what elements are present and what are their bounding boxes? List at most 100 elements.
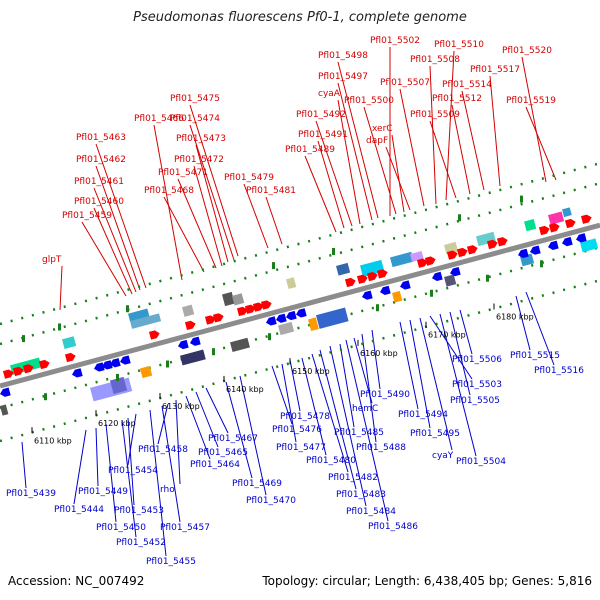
reverse-gene-label[interactable]: Pfl01_5469 xyxy=(232,479,282,489)
forward-gene-label[interactable]: Pfl01_5497 xyxy=(318,72,368,82)
reverse-gene-label[interactable]: Pfl01_5483 xyxy=(336,490,386,500)
forward-gene-label[interactable]: cyaA xyxy=(318,89,341,99)
forward-gene-label[interactable]: Pfl01_5520 xyxy=(502,46,552,56)
forward-gene-label[interactable]: Pfl01_5479 xyxy=(224,173,274,183)
reverse-gene-label[interactable]: cyaY xyxy=(432,451,454,461)
strand-mark xyxy=(212,348,215,356)
leader-line xyxy=(439,313,477,457)
reverse-gene-label[interactable]: Pfl01_5476 xyxy=(272,425,322,435)
forward-gene-label[interactable]: Pfl01_5472 xyxy=(174,155,224,165)
forward-gene-label[interactable]: dapF xyxy=(366,136,388,146)
reverse-gene-label[interactable]: Pfl01_5503 xyxy=(452,380,502,390)
reverse-gene-label[interactable]: Pfl01_5458 xyxy=(138,445,188,455)
leader-line xyxy=(95,427,99,487)
forward-gene-label[interactable]: Pfl01_5460 xyxy=(74,197,124,207)
reverse-gene-label[interactable]: Pfl01_5480 xyxy=(306,456,356,466)
reverse-gene-label[interactable]: Pfl01_5504 xyxy=(456,457,506,467)
reverse-gene-label[interactable]: Pfl01_5515 xyxy=(510,351,560,361)
reverse-gene-label[interactable]: Pfl01_5478 xyxy=(280,412,330,422)
forward-gene-label[interactable]: Pfl01_5492 xyxy=(296,110,346,120)
forward-gene-label[interactable]: Pfl01_5481 xyxy=(246,186,296,196)
genome-summary: Topology: circular; Length: 6,438,405 bp… xyxy=(262,574,592,588)
forward-gene-label[interactable]: Pfl01_5473 xyxy=(176,134,226,144)
gene-block xyxy=(222,291,235,307)
forward-gene-label[interactable]: Pfl01_5517 xyxy=(470,65,520,75)
guide-line xyxy=(0,245,600,410)
gene-block xyxy=(444,241,459,255)
reverse-gene-label[interactable]: Pfl01_5506 xyxy=(452,355,502,365)
leader-line xyxy=(161,405,181,523)
forward-gene-label[interactable]: Pfl01_5498 xyxy=(318,51,368,61)
reverse-gene-arrow xyxy=(110,358,121,368)
reverse-gene-label[interactable]: Pfl01_5453 xyxy=(114,506,164,516)
forward-gene-label[interactable]: Pfl01_5491 xyxy=(298,130,348,140)
reverse-gene-label[interactable]: rho xyxy=(160,485,175,495)
reverse-gene-label[interactable]: Pfl01_5452 xyxy=(116,538,166,548)
reverse-gene-label[interactable]: Pfl01_5444 xyxy=(54,505,104,515)
reverse-gene-label[interactable]: Pfl01_5482 xyxy=(328,473,378,483)
reverse-gene-label[interactable]: Pfl01_5505 xyxy=(450,396,500,406)
leader-line xyxy=(385,146,411,211)
reverse-gene-arrow xyxy=(178,339,189,350)
leader-line xyxy=(451,104,471,195)
reverse-gene-arrow xyxy=(562,236,573,247)
leader-line xyxy=(93,187,137,293)
leader-line xyxy=(175,399,181,485)
reverse-gene-label[interactable]: Pfl01_5516 xyxy=(534,366,584,376)
reverse-gene-label[interactable]: Pfl01_5464 xyxy=(190,460,240,470)
forward-gene-label[interactable]: xerC xyxy=(372,124,393,134)
forward-gene-label[interactable]: Pfl01_5489 xyxy=(285,145,335,155)
reverse-gene-label[interactable]: Pfl01_5486 xyxy=(368,522,418,532)
forward-gene-label[interactable]: Pfl01_5462 xyxy=(76,155,126,165)
reverse-gene-label[interactable]: Pfl01_5450 xyxy=(96,523,146,533)
reverse-gene-label[interactable]: Pfl01_5495 xyxy=(410,429,460,439)
reverse-gene-label[interactable]: Pfl01_5490 xyxy=(360,390,410,400)
forward-gene-label[interactable]: Pfl01_5500 xyxy=(344,96,394,106)
forward-gene-label[interactable]: Pfl01_5468 xyxy=(144,186,194,196)
forward-gene-arrow xyxy=(416,258,428,268)
forward-gene-label[interactable]: Pfl01_5463 xyxy=(76,133,126,143)
forward-gene-label[interactable]: Pfl01_5508 xyxy=(410,55,460,65)
reverse-gene-arrow xyxy=(0,387,11,397)
leader-line xyxy=(193,165,223,267)
forward-gene-label[interactable]: glpT xyxy=(42,255,62,265)
guide-line xyxy=(0,278,600,443)
forward-gene-label[interactable]: Pfl01_5475 xyxy=(170,94,220,104)
reverse-gene-label[interactable]: Pfl01_5457 xyxy=(160,523,210,533)
reverse-gene-label[interactable]: Pfl01_5454 xyxy=(108,466,158,476)
reverse-gene-label[interactable]: Pfl01_5470 xyxy=(246,496,296,506)
gene-block xyxy=(336,262,351,276)
reverse-gene-label[interactable]: Pfl01_5485 xyxy=(334,428,384,438)
leader-line xyxy=(127,417,135,506)
reverse-gene-arrow xyxy=(362,290,373,300)
forward-gene-label[interactable]: Pfl01_5514 xyxy=(442,80,492,90)
leader-line xyxy=(177,178,217,269)
forward-gene-label[interactable]: Pfl01_5510 xyxy=(434,40,484,50)
forward-gene-label[interactable]: Pfl01_5474 xyxy=(170,114,220,124)
forward-gene-label[interactable]: Pfl01_5512 xyxy=(432,94,482,104)
reverse-gene-label[interactable]: Pfl01_5465 xyxy=(198,448,248,458)
forward-gene-label[interactable]: Pfl01_5507 xyxy=(380,78,430,88)
forward-gene-label[interactable]: Pfl01_5502 xyxy=(370,36,420,46)
forward-gene-label[interactable]: Pfl01_5466 xyxy=(134,114,184,124)
forward-gene-label[interactable]: Pfl01_5459 xyxy=(62,211,112,221)
reverse-gene-label[interactable]: Pfl01_5449 xyxy=(78,487,128,497)
forward-gene-label[interactable]: Pfl01_5461 xyxy=(74,177,124,187)
forward-gene-arrow xyxy=(184,320,196,331)
reverse-gene-label[interactable]: Pfl01_5484 xyxy=(346,507,396,517)
forward-gene-label[interactable]: Pfl01_5509 xyxy=(410,110,460,120)
reverse-gene-label[interactable]: Pfl01_5439 xyxy=(6,489,56,499)
leader-line xyxy=(127,413,137,466)
reverse-gene-label[interactable]: Pfl01_5455 xyxy=(146,557,196,567)
reverse-gene-label[interactable]: Pfl01_5488 xyxy=(356,443,406,453)
gene-block xyxy=(180,349,206,366)
reverse-gene-label[interactable]: Pfl01_5467 xyxy=(208,434,258,444)
leader-line xyxy=(205,387,229,434)
forward-gene-label[interactable]: Pfl01_5471 xyxy=(158,168,208,178)
reverse-gene-label[interactable]: hemC xyxy=(352,404,378,414)
forward-gene-label[interactable]: Pfl01_5519 xyxy=(506,96,556,106)
reverse-gene-label[interactable]: Pfl01_5477 xyxy=(276,443,326,453)
leader-line xyxy=(429,120,457,199)
reverse-gene-label[interactable]: Pfl01_5494 xyxy=(398,410,448,420)
